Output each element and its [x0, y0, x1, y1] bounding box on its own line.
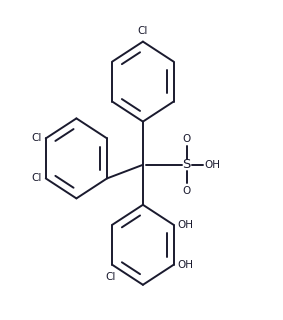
- Text: O: O: [183, 186, 191, 196]
- Text: OH: OH: [178, 220, 194, 230]
- Text: OH: OH: [204, 160, 220, 170]
- Text: OH: OH: [178, 260, 194, 270]
- Text: Cl: Cl: [31, 173, 42, 183]
- Text: Cl: Cl: [138, 26, 148, 36]
- Text: Cl: Cl: [31, 133, 42, 143]
- Text: S: S: [183, 158, 191, 171]
- Text: Cl: Cl: [106, 272, 116, 282]
- Text: O: O: [183, 134, 191, 144]
